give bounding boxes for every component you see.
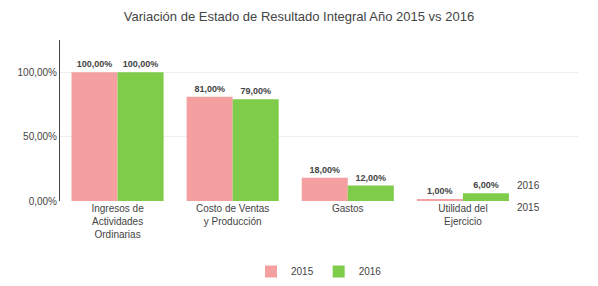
svg-text:0,00%: 0,00% [29,196,57,207]
svg-text:12,00%: 12,00% [356,173,387,183]
svg-text:18,00%: 18,00% [309,165,340,175]
svg-text:Gastos: Gastos [332,203,364,214]
svg-text:100,00%: 100,00% [18,67,58,78]
svg-text:Costo de Ventasy Producción: Costo de Ventasy Producción [196,203,269,227]
svg-text:81,00%: 81,00% [194,84,225,94]
svg-text:Utilidad delEjercicio: Utilidad delEjercicio [438,203,487,227]
svg-text:50,00%: 50,00% [23,131,57,142]
svg-text:2016: 2016 [359,266,382,277]
svg-text:6,00%: 6,00% [473,180,499,190]
svg-text:1,00%: 1,00% [427,186,453,196]
svg-text:2016: 2016 [517,180,540,191]
svg-text:79,00%: 79,00% [240,86,271,96]
svg-text:2015: 2015 [517,202,540,213]
svg-text:Ingresos deActividadesOrdinari: Ingresos deActividadesOrdinarias [91,203,144,240]
svg-text:2015: 2015 [291,266,314,277]
svg-text:Variación de Estado de Resulta: Variación de Estado de Resultado Integra… [124,9,474,24]
svg-text:100,00%: 100,00% [123,59,159,69]
svg-text:100,00%: 100,00% [77,59,113,69]
